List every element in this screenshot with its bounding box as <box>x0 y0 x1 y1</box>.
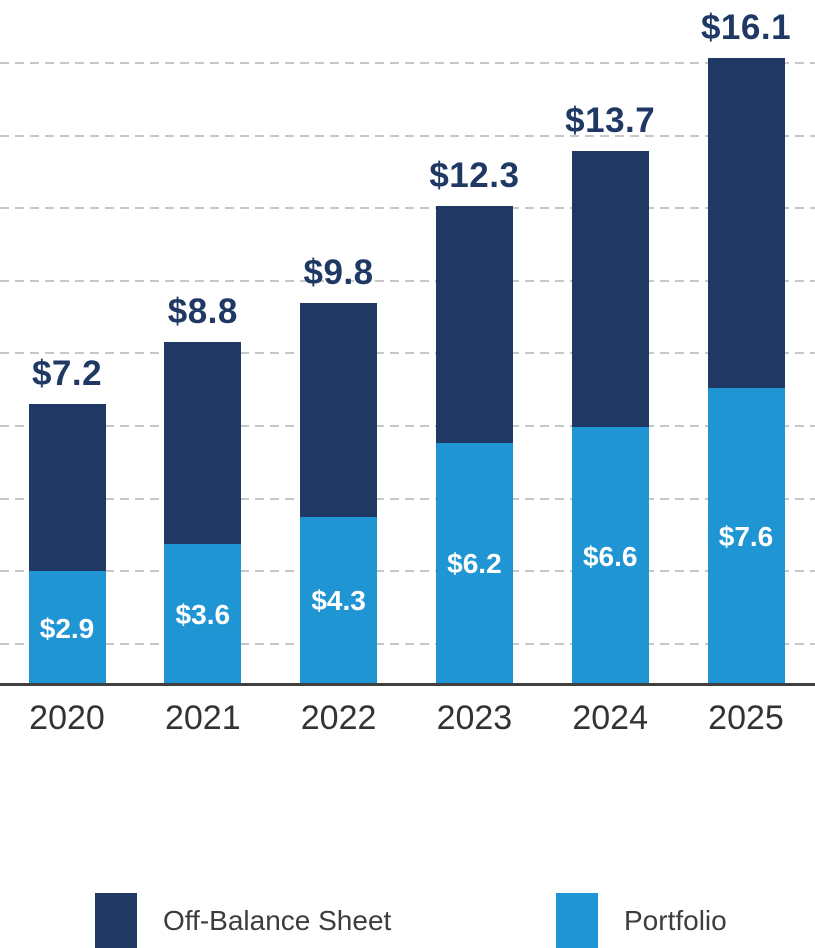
bar-segment-portfolio <box>435 442 513 684</box>
portfolio-value-label: $2.9 <box>39 612 95 644</box>
x-axis-tick-label: 2024 <box>572 699 648 737</box>
bar-segment-portfolio <box>707 388 785 684</box>
gridline <box>0 62 815 64</box>
legend-label-off-balance-sheet: Off-Balance Sheet <box>163 905 392 936</box>
portfolio-value-label: $7.6 <box>718 521 774 553</box>
bar-total-label: $7.2 <box>31 353 103 393</box>
bar-segment-off-balance-sheet <box>28 403 106 572</box>
x-axis-tick-label: 2025 <box>708 699 784 737</box>
x-axis-tick-label: 2022 <box>300 699 377 737</box>
bar-segment-off-balance-sheet <box>435 205 513 443</box>
portfolio-value-label: $6.6 <box>582 540 638 572</box>
portfolio-value-label: $3.6 <box>175 598 231 630</box>
bar-segment-off-balance-sheet <box>164 341 242 544</box>
bar-segment-off-balance-sheet <box>707 57 785 389</box>
bar-total-label: $12.3 <box>429 155 520 195</box>
gridline <box>0 570 815 573</box>
x-axis-tick-label: 2021 <box>164 699 241 737</box>
chart-legend: Off-Balance Sheet Portfolio <box>0 893 815 948</box>
gridline <box>0 134 815 137</box>
bar-total-label: $16.1 <box>700 7 792 47</box>
bar-segment-off-balance-sheet <box>300 302 378 517</box>
gridline <box>0 425 815 427</box>
legend-label-portfolio: Portfolio <box>624 905 727 936</box>
bar-segment-off-balance-sheet <box>571 151 649 428</box>
bar-total-label: $9.8 <box>303 252 374 292</box>
gridline <box>0 207 815 210</box>
gridline <box>0 497 815 500</box>
portfolio-value-label: $4.3 <box>311 585 366 617</box>
x-axis-tick-label: 2020 <box>29 699 105 737</box>
x-axis-tick-label: 2023 <box>436 699 513 737</box>
portfolio-value-label: $6.2 <box>447 548 502 580</box>
gridline <box>0 352 815 355</box>
x-axis-line <box>0 683 815 686</box>
gridline <box>0 642 815 645</box>
bar-segment-portfolio <box>300 516 378 684</box>
bar-segment-portfolio <box>28 571 106 684</box>
bar-segment-portfolio <box>571 427 649 684</box>
legend-swatch-portfolio <box>556 893 598 948</box>
bar-total-label: $13.7 <box>565 101 656 141</box>
gridline <box>0 279 815 282</box>
legend-swatch-off-balance-sheet <box>95 893 137 948</box>
bar-segment-portfolio <box>164 543 242 684</box>
bar-total-label: $8.8 <box>167 291 238 331</box>
